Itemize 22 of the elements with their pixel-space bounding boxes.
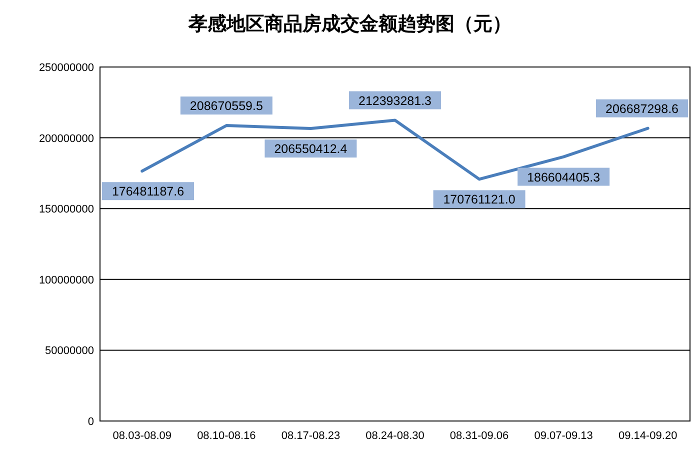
data-label: 170761121.0	[443, 192, 516, 207]
line-series	[140, 118, 650, 181]
data-label: 206550412.4	[274, 142, 348, 156]
data-label: 206687298.6	[606, 102, 679, 116]
x-tick-label: 09.14-09.20	[618, 430, 678, 442]
data-label: 208670559.5	[190, 99, 263, 114]
x-tick-label: 08.10-08.16	[197, 430, 256, 442]
y-tick-label: 150000000	[38, 204, 94, 216]
data-label: 176481187.6	[112, 184, 184, 199]
chart-title: 孝感地区商品房成交金额趋势图（元）	[188, 13, 512, 35]
y-tick-label: 0	[88, 416, 94, 428]
x-tick-label: 08.31-09.06	[450, 430, 509, 442]
x-tick-label: 08.03-08.09	[112, 430, 172, 442]
data-label: 186604405.3	[527, 170, 600, 184]
y-tick-label: 250000000	[38, 62, 94, 74]
data-label: 212393281.3	[358, 94, 432, 108]
y-tick-label: 200000000	[38, 132, 94, 145]
y-tick-label: 100000000	[38, 274, 94, 286]
y-tick-label: 50000000	[45, 345, 94, 358]
x-tick-label: 08.24-08.30	[366, 430, 424, 442]
x-tick-label: 08.17-08.23	[281, 430, 340, 442]
x-tick-label: 09.07-09.13	[534, 430, 593, 442]
